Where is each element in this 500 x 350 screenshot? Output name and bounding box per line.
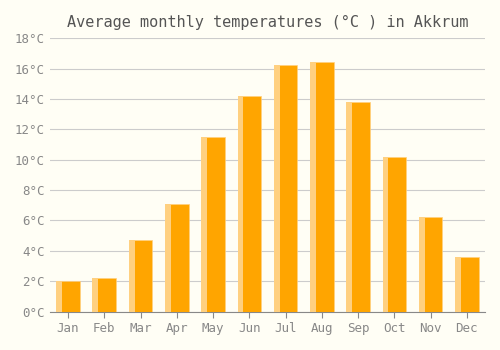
Bar <box>382 156 406 312</box>
Bar <box>419 217 442 312</box>
Bar <box>382 156 388 312</box>
Title: Average monthly temperatures (°C ) in Akkrum: Average monthly temperatures (°C ) in Ak… <box>66 15 468 30</box>
Bar <box>238 96 244 312</box>
Bar <box>128 240 134 312</box>
Bar <box>419 217 424 312</box>
Bar <box>92 278 98 312</box>
Bar <box>455 257 478 312</box>
Bar <box>346 102 352 312</box>
Bar <box>238 96 261 312</box>
Bar <box>165 204 188 312</box>
Bar <box>165 204 171 312</box>
Bar <box>274 65 280 312</box>
Bar <box>56 281 80 312</box>
Bar <box>274 65 297 312</box>
Bar <box>310 62 334 312</box>
Bar <box>128 240 152 312</box>
Bar <box>310 62 316 312</box>
Bar <box>202 137 225 312</box>
Bar <box>455 257 461 312</box>
Bar <box>346 102 370 312</box>
Bar <box>202 137 207 312</box>
Bar <box>56 281 62 312</box>
Bar <box>92 278 116 312</box>
